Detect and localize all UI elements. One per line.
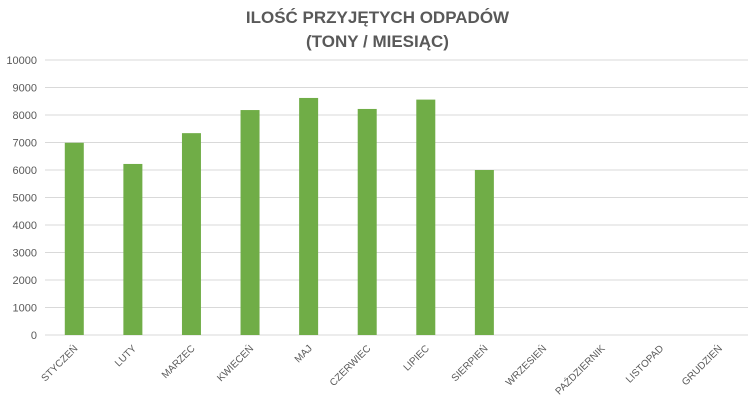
y-tick-label: 3000	[13, 248, 37, 260]
x-tick-label: MAJ	[293, 343, 315, 365]
y-tick-label: 8000	[13, 110, 37, 122]
y-tick-label: 7000	[13, 138, 37, 150]
bar	[181, 133, 201, 335]
chart-title: ILOŚĆ PRZYJĘTYCH ODPADÓW (TONY / MIESIĄC…	[0, 6, 755, 54]
chart-title-line-1: ILOŚĆ PRZYJĘTYCH ODPADÓW	[245, 8, 510, 27]
y-tick-label: 5000	[13, 193, 37, 205]
x-tick-label: CZERWIEC	[328, 343, 373, 388]
x-tick-label: MARZEC	[160, 343, 198, 381]
x-tick-label: GRUDZIEŃ	[679, 342, 725, 388]
x-tick-label: LIPIEC	[402, 343, 432, 373]
x-tick-label: LISTOPAD	[624, 343, 666, 385]
bar	[357, 108, 377, 335]
y-tick-label: 0	[31, 330, 37, 342]
bar	[240, 110, 260, 335]
y-tick-label: 6000	[13, 165, 37, 177]
bar	[416, 99, 436, 335]
bar	[123, 163, 143, 335]
bar	[64, 142, 84, 335]
x-tick-label: SIERPIEŃ	[448, 342, 490, 384]
x-tick-label: PAŹDZIERNIK	[552, 342, 608, 398]
x-tick-label: WRZESIEŃ	[503, 342, 550, 389]
x-tick-label: KWIECEŃ	[214, 342, 256, 384]
y-tick-label: 1000	[13, 303, 37, 315]
y-tick-label: 9000	[13, 83, 37, 95]
y-tick-label: 10000	[6, 55, 37, 67]
bar	[474, 170, 494, 335]
y-tick-label: 4000	[13, 220, 37, 232]
x-tick-label: LUTY	[113, 343, 139, 369]
x-tick-label: STYCZEŃ	[38, 342, 80, 384]
bar	[299, 97, 319, 335]
chart-title-line-2: (TONY / MIESIĄC)	[306, 32, 449, 51]
y-tick-label: 2000	[13, 275, 37, 287]
